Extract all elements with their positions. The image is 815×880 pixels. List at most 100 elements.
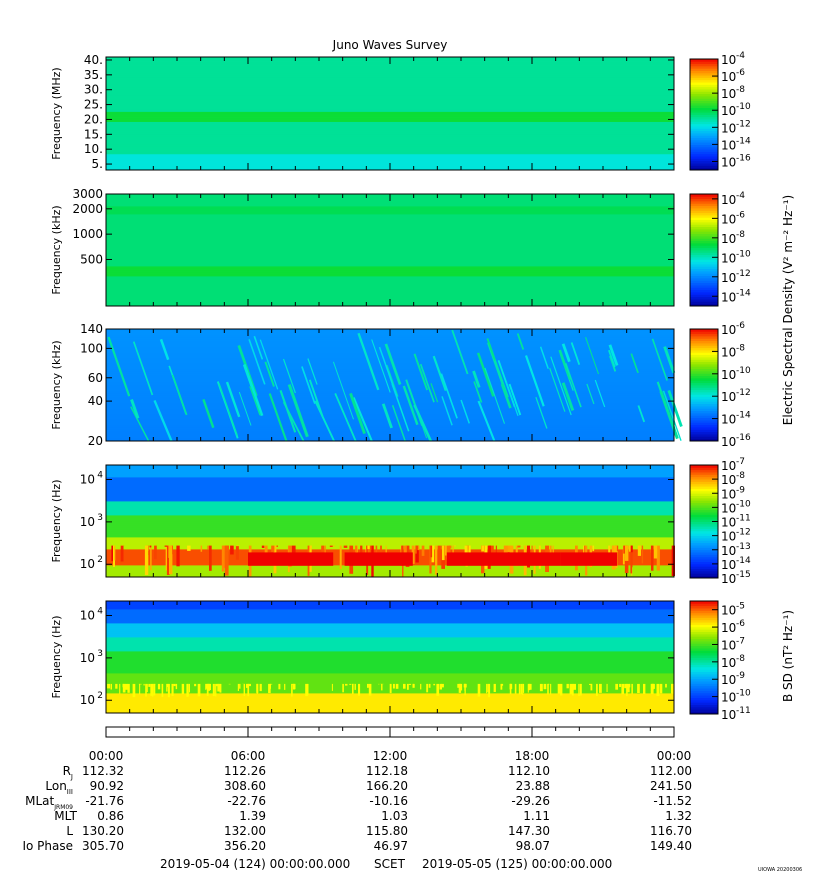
colorbar-segment [690,699,718,703]
spectrogram-band [106,91,674,94]
colorbar-frame [689,58,719,171]
colorbar-segment [690,287,718,291]
emission-streak [253,335,264,360]
colorbar-segment [690,121,718,125]
emission-spike [157,683,161,690]
colorbar-segment [690,273,718,277]
spectrogram-band [106,565,674,568]
colorbar-segment [690,692,718,696]
colorbar-segment [690,657,718,661]
emission-streak [659,390,679,440]
colorbar-segment [690,79,718,83]
emission-spike [197,683,201,697]
emission-spike [284,683,286,690]
colorbar-segment [690,250,718,253]
spectrogram-band [106,230,674,233]
colorbar-segment [690,252,718,256]
spectrogram-band [106,153,674,157]
spectrogram-band [106,278,674,281]
colorbar-tick-exponent: -8 [736,230,745,240]
colorbar-tick-exponent: -8 [736,85,745,95]
emission-spike [225,545,229,552]
emission-streak [550,356,572,416]
emission-spike [127,683,130,693]
emission-spike [487,683,489,693]
emission-spike [444,545,447,556]
emission-streak [451,329,469,375]
emission-spike [200,545,203,552]
spectrogram-band [106,117,674,120]
colorbar-segment [690,229,718,232]
spectrogram-band [106,495,674,498]
colorbar-segment [690,63,718,67]
colorbar-segment [690,472,718,475]
emission-streak [440,373,458,419]
y-tick-label: 140 [80,322,103,336]
emission-spike [161,683,164,697]
spectrogram-band [106,240,674,243]
colorbar-segment [690,483,718,487]
colorbar-segment [690,198,718,202]
ephemeris-value: 116.70 [650,824,692,838]
emission-spike [628,683,631,688]
colorbar-tick-label: 10 [721,501,736,515]
spectrogram-band [106,383,674,386]
spectrogram-band [106,202,674,205]
colorbar-segment [690,493,718,496]
colorbar-segment [690,424,718,428]
y-tick-label: 5. [92,157,103,171]
emission-spike [429,545,432,574]
colorbar-segment [690,427,718,430]
spectrogram-band [106,387,674,390]
emission-spike [236,545,240,547]
colorbar-segment [690,514,718,518]
emission-spike [420,683,422,690]
emission-spike [653,545,658,559]
colorbar-tick-label: 10 [721,121,736,135]
colorbar-tick-label: 10 [721,70,736,84]
spectrogram-band [106,619,674,622]
y-axis-label: Frequency (kHz) [50,340,63,429]
spectrogram-band [106,399,674,402]
colorbar-segment [690,387,718,391]
spectrogram-band [106,214,674,217]
emission-spike [441,683,444,688]
emission-streak [242,364,264,417]
colorbar-segment [690,165,718,169]
colorbar-segment [690,257,718,260]
colorbar-tick-label: 10 [721,639,736,653]
colorbar-segment [690,549,718,553]
colorbar-segment [690,243,718,246]
y-tick-label: 10 [80,473,95,487]
emission-spike [439,683,442,690]
colorbar-segment [690,399,718,402]
spectrogram-band [106,471,674,474]
emission-spike [367,683,369,688]
colorbar-1-2-label: Electric Spectral Density (V² m⁻² Hz⁻¹) [781,195,795,425]
colorbar-segment [690,422,718,426]
emission-streak [637,405,646,423]
emission-spike [247,683,250,697]
spectrogram-band [106,625,674,628]
colorbar-segment [690,329,718,332]
colorbar-segment [690,361,718,365]
spectrogram-band [106,679,674,682]
spectrogram-band [106,541,674,544]
spectrogram-band [106,274,674,277]
colorbar-tick-label: 10 [721,604,736,618]
colorbar-tick-label: 10 [721,572,736,586]
emission-spike [441,545,445,561]
colorbar-segment [690,278,718,281]
emission-spike [464,683,466,696]
emission-spike [276,545,278,547]
spectrogram-band [106,385,674,388]
colorbar-segment [690,144,718,148]
y-tick-label: 25. [84,98,103,112]
colorbar-segment [690,688,718,691]
colorbar-segment [690,709,718,713]
emission-spike [433,683,436,686]
spectrogram-band [106,266,674,269]
colorbar-segment [690,624,718,628]
colorbar-tick-exponent: -6 [736,68,745,78]
